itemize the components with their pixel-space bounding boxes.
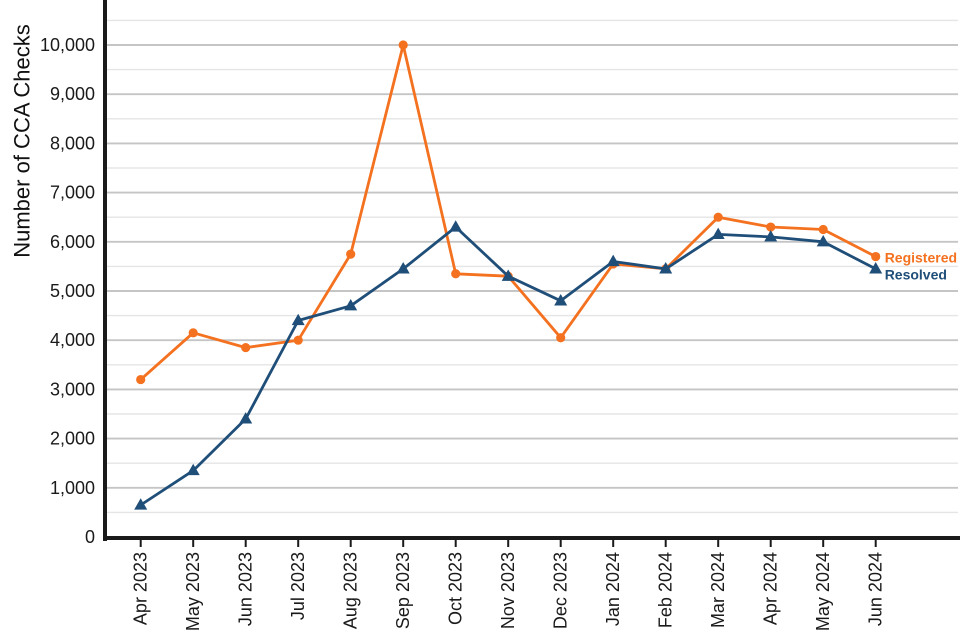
axis-layer	[103, 0, 960, 547]
data-point-marker-resolved	[501, 269, 515, 281]
data-point-marker-resolved	[764, 230, 778, 242]
x-tick-label: May 2024	[813, 552, 833, 631]
data-point-marker-registered	[556, 333, 566, 343]
data-point-marker-resolved	[186, 463, 200, 476]
data-point-marker-registered	[241, 342, 251, 353]
series-label-resolved: Resolved	[885, 266, 947, 282]
data-point-marker-resolved	[344, 298, 358, 311]
y-tick-label: 6,000	[50, 232, 95, 252]
data-point-marker-resolved	[134, 498, 148, 510]
data-point-marker-registered	[188, 328, 198, 338]
y-tick-label: 10,000	[40, 35, 95, 55]
x-tick-label: Jan 2024	[603, 552, 623, 626]
y-tick-label: 0	[85, 527, 95, 547]
data-point-marker-resolved	[816, 235, 830, 247]
y-tick-label: 2,000	[50, 429, 95, 449]
data-point-marker-registered	[451, 269, 461, 279]
data-point-marker-registered	[346, 249, 356, 259]
x-tick-label: Oct 2023	[446, 552, 466, 625]
x-tick-label: Jun 2023	[236, 552, 256, 626]
data-point-marker-resolved	[291, 313, 305, 326]
y-tick-label: 8,000	[50, 133, 95, 153]
data-point-marker-registered	[136, 374, 146, 385]
data-point-marker-registered	[398, 40, 408, 50]
x-axis-spine	[103, 536, 960, 540]
y-tick-label: 9,000	[50, 84, 95, 104]
data-point-marker-registered	[293, 335, 303, 345]
series-line-registered	[139, 43, 878, 381]
x-tick-label: Feb 2024	[656, 552, 676, 628]
y-tick-label: 1,000	[50, 478, 95, 498]
data-point-marker-resolved	[869, 262, 883, 274]
y-tick-label: 5,000	[50, 281, 95, 301]
x-tick-label: Mar 2024	[708, 552, 728, 628]
data-point-marker-registered	[713, 212, 723, 222]
x-tick-label: Dec 2023	[551, 552, 571, 629]
x-tick-label: Apr 2023	[131, 552, 151, 625]
y-tick-label: 7,000	[50, 183, 95, 203]
data-point-marker-resolved	[449, 220, 463, 232]
data-point-marker-resolved	[554, 294, 568, 306]
x-tick-label: Jul 2023	[288, 552, 308, 620]
data-point-marker-resolved	[239, 412, 253, 424]
y-tick-label: 3,000	[50, 379, 95, 399]
data-point-marker-resolved	[659, 262, 673, 274]
x-tick-label: Aug 2023	[341, 552, 361, 629]
x-tick-label: Jun 2024	[866, 552, 886, 626]
data-point-marker-registered	[766, 222, 776, 232]
y-tick-label: 4,000	[50, 330, 95, 350]
gridline-layer	[105, 19, 958, 514]
x-tick-label: Apr 2024	[761, 552, 781, 625]
data-point-marker-resolved	[711, 227, 725, 240]
data-point-marker-registered	[871, 251, 881, 262]
data-point-marker-resolved	[396, 262, 410, 274]
tick-label-layer: 0 1,000 2,000 3,000 4,000 5,000 6,000 7,000 8,00…	[40, 35, 886, 631]
series-label-registered: Registered	[885, 250, 957, 266]
series-layer	[134, 40, 883, 510]
x-tick-label: May 2023	[183, 552, 203, 631]
y-axis-title: Number of CCA Checks	[10, 24, 35, 258]
x-tick-label: Sep 2023	[393, 552, 413, 629]
y-axis-spine	[103, 0, 107, 541]
data-point-marker-resolved	[606, 254, 620, 267]
x-tick-label: Nov 2023	[498, 552, 518, 629]
data-point-marker-registered	[818, 224, 828, 235]
